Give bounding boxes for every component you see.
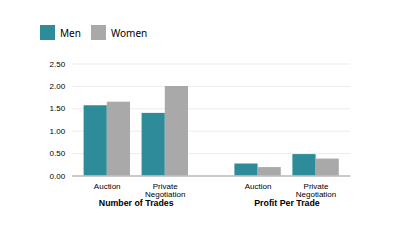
svg-text:Auction: Auction	[245, 182, 272, 191]
svg-text:PrivateNegotiation: PrivateNegotiation	[145, 182, 185, 199]
svg-text:PrivateNegotiation: PrivateNegotiation	[296, 182, 336, 199]
html-text:Men: Men	[60, 25, 81, 40]
svg-text:Auction: Auction	[94, 182, 121, 191]
svg-text:1.50: 1.50	[50, 104, 66, 113]
svg-text:2.00: 2.00	[50, 82, 66, 91]
svg-text:2.50: 2.50	[50, 60, 66, 69]
svg-text:1.00: 1.00	[50, 127, 66, 136]
svg-text:Profit Per Trade: Profit Per Trade	[254, 198, 320, 208]
svg-text:0.00: 0.00	[50, 172, 66, 181]
svg-text:Number of Trades: Number of Trades	[99, 198, 174, 208]
html-text:Women: Women	[110, 25, 148, 40]
svg-text:0.50: 0.50	[50, 149, 66, 158]
